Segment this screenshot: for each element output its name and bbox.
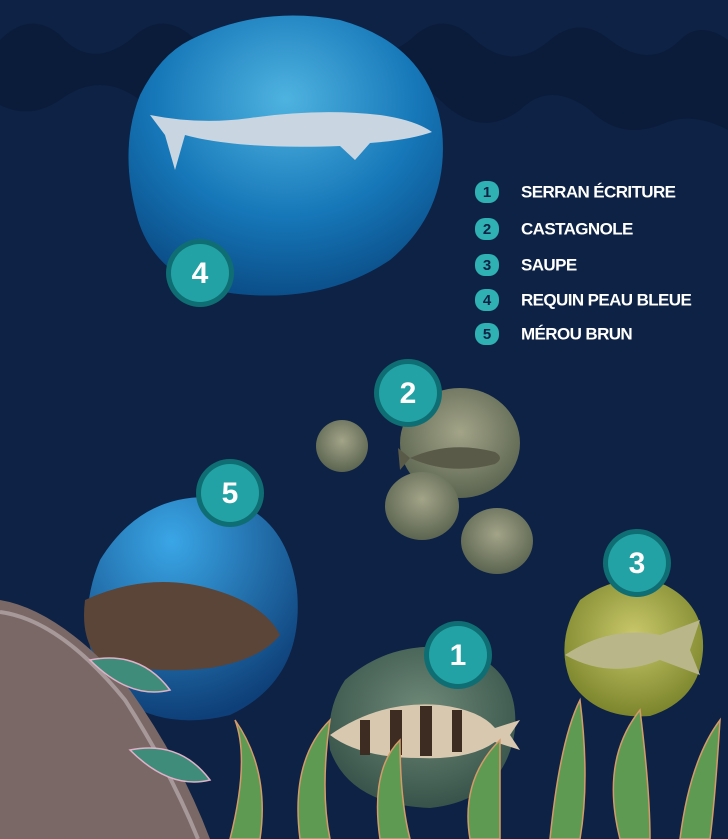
badge bbox=[201, 464, 259, 522]
legend-icon bbox=[475, 289, 499, 311]
badge-number: 5 bbox=[222, 477, 239, 510]
badge-number: 4 bbox=[192, 257, 209, 290]
badge bbox=[608, 534, 666, 592]
rock-edge bbox=[0, 610, 200, 839]
photo-castagnole bbox=[385, 472, 459, 540]
legend-icon bbox=[475, 218, 499, 240]
legend-number: 3 bbox=[483, 257, 491, 274]
legend-label: MÉROU BRUN bbox=[521, 324, 632, 343]
badge bbox=[379, 364, 437, 422]
shark bbox=[150, 112, 432, 170]
legend-label: SERRAN ÉCRITURE bbox=[521, 182, 676, 201]
badge-number: 3 bbox=[629, 547, 646, 580]
legend-number: 4 bbox=[483, 292, 492, 309]
legend-label: REQUIN PEAU BLEUE bbox=[521, 290, 691, 309]
badge bbox=[429, 626, 487, 684]
seaweed bbox=[229, 697, 721, 839]
fish bbox=[565, 620, 700, 675]
fish bbox=[398, 447, 500, 470]
badge bbox=[171, 244, 229, 302]
grouper bbox=[84, 582, 280, 671]
legend-label: CASTAGNOLE bbox=[521, 219, 633, 238]
badges: 4 2 5 3 1 bbox=[166, 239, 671, 689]
legend-icon bbox=[475, 323, 499, 345]
rock bbox=[0, 600, 210, 839]
badge-number: 1 bbox=[450, 639, 467, 672]
seaweed bbox=[88, 657, 212, 783]
photo-castagnole bbox=[461, 508, 533, 574]
wave-crest bbox=[0, 0, 728, 57]
photo-shark bbox=[128, 15, 443, 296]
legend: 1 SERRAN ÉCRITURE 2 CASTAGNOLE 3 SAUPE 4 REQUIN… bbox=[475, 181, 692, 345]
legend-number: 5 bbox=[483, 326, 491, 343]
badge-number: 2 bbox=[400, 377, 417, 410]
legend-number: 1 bbox=[483, 184, 491, 201]
legend-icon bbox=[475, 254, 499, 276]
legend-label: SAUPE bbox=[521, 255, 577, 274]
photo-castagnole bbox=[316, 420, 368, 472]
legend-icon bbox=[475, 181, 499, 203]
legend-number: 2 bbox=[483, 221, 491, 238]
